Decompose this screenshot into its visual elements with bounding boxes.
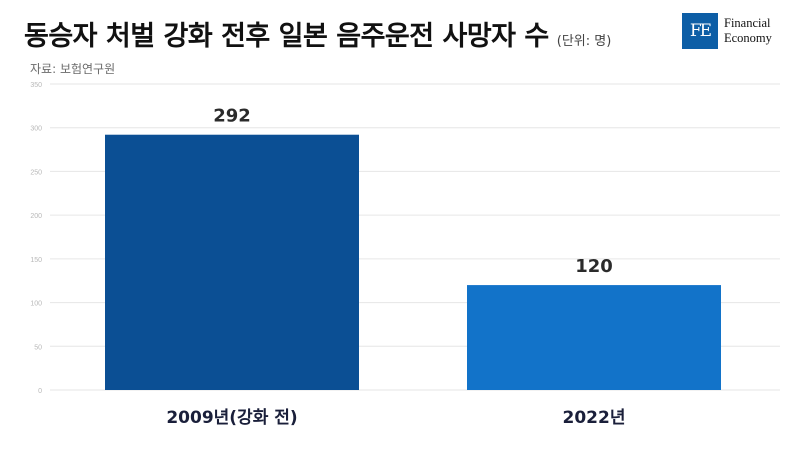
data-label: 292 — [213, 106, 251, 127]
logo-line2: Economy — [724, 31, 772, 45]
logo-line1: Financial — [724, 16, 771, 30]
chart-title: 동승자 처벌 강화 전후 일본 음주운전 사망자 수 — [24, 21, 549, 52]
y-tick-label: 350 — [30, 82, 42, 89]
y-tick-label: 50 — [34, 344, 42, 351]
data-label: 120 — [575, 256, 613, 277]
logo-text: Financial Economy — [724, 16, 772, 46]
brand-logo: FE Financial Economy — [682, 13, 772, 49]
y-tick-label: 100 — [30, 301, 42, 308]
y-tick-label: 150 — [30, 257, 42, 264]
logo-mark: FE — [682, 13, 718, 49]
bar — [105, 134, 359, 390]
unit-label: (단위: 명) — [556, 34, 612, 49]
x-tick-label: 2009년(강화 전) — [166, 408, 297, 428]
source-label: 자료: 보험연구원 — [30, 62, 116, 76]
y-tick-label: 300 — [30, 126, 42, 133]
bar — [467, 285, 721, 390]
y-tick-label: 250 — [30, 169, 42, 176]
title-row: 동승자 처벌 강화 전후 일본 음주운전 사망자 수 (단위: 명) — [24, 14, 611, 53]
y-tick-label: 0 — [38, 388, 42, 395]
y-tick-label: 200 — [30, 213, 42, 220]
x-tick-label: 2022년 — [563, 408, 626, 428]
